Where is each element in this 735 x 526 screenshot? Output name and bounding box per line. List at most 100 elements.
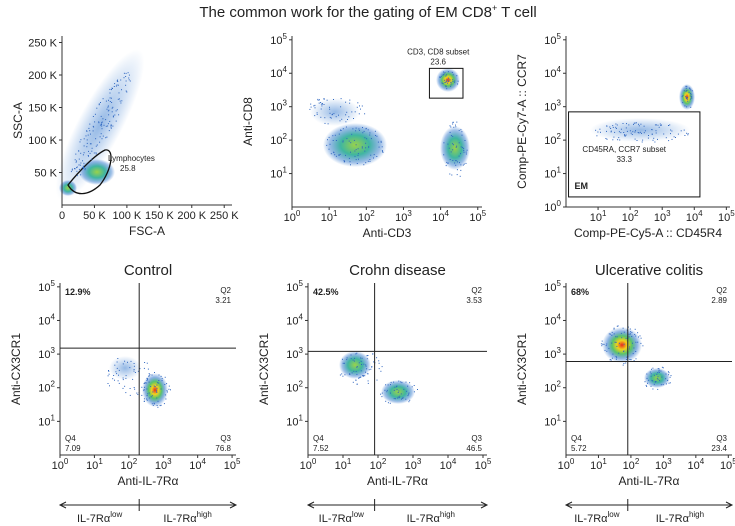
event-dot [338, 154, 340, 156]
event-dot [606, 125, 608, 127]
event-dot [349, 161, 351, 163]
event-dot [633, 123, 634, 125]
event-dot [656, 373, 658, 375]
event-dot [361, 105, 363, 107]
arrow-label: IL-7Rαlow [574, 510, 619, 525]
event-dot [321, 103, 323, 105]
event-dot [342, 375, 344, 377]
event-dot [362, 375, 364, 376]
event-dot [363, 164, 365, 166]
event-dot [144, 382, 146, 384]
event-dot [448, 77, 450, 79]
event-dot [451, 71, 453, 73]
tick-label: 105 [718, 209, 735, 224]
event-dot [95, 153, 97, 155]
event-dot [642, 139, 644, 141]
q2-value: 2.89 [711, 296, 727, 305]
event-dot [616, 124, 618, 126]
tick-label: 104 [432, 209, 449, 224]
event-dot [356, 366, 358, 368]
event-dot [89, 143, 91, 145]
event-dot [149, 397, 151, 399]
event-dot [393, 389, 395, 391]
event-dot [92, 116, 94, 117]
event-dot [454, 80, 456, 82]
event-dot [624, 134, 625, 136]
event-dot [452, 123, 454, 125]
event-dot [611, 331, 613, 333]
event-dot [114, 114, 116, 116]
event-dot [690, 93, 692, 94]
panel-title: Control [124, 262, 172, 279]
event-dot [406, 390, 408, 392]
event-dot [620, 332, 622, 334]
event-dot [466, 149, 468, 151]
event-dot [623, 363, 625, 364]
event-dot [324, 117, 326, 119]
event-dot [342, 128, 344, 130]
event-dot [690, 96, 692, 98]
event-dot [157, 406, 159, 408]
event-dot [456, 145, 458, 147]
event-dot [102, 135, 104, 137]
event-dot [596, 135, 598, 137]
tick-label: 104 [38, 312, 55, 327]
event-dot [78, 150, 80, 152]
event-dot [616, 345, 618, 347]
event-dot [444, 81, 446, 83]
event-dot [620, 132, 622, 134]
event-dot [447, 162, 449, 164]
event-dot [339, 153, 341, 155]
event-dot [112, 106, 114, 108]
event-dot [445, 75, 447, 77]
event-dot [117, 79, 118, 81]
event-dot [76, 166, 78, 168]
event-dot [398, 380, 400, 382]
event-dot [160, 375, 162, 377]
event-dot [447, 82, 449, 84]
event-dot [365, 147, 367, 149]
event-dot [113, 375, 115, 376]
event-dot [686, 90, 688, 91]
event-dot [100, 115, 102, 117]
event-dot [147, 393, 149, 395]
event-dot [351, 372, 353, 374]
event-dot [658, 369, 660, 371]
event-dot [86, 146, 88, 148]
event-dot [360, 370, 362, 372]
event-dot [109, 385, 110, 387]
event-dot [443, 154, 445, 156]
event-dot [357, 153, 359, 155]
event-dot [608, 347, 610, 349]
event-dot [352, 381, 354, 383]
event-dot [85, 135, 87, 137]
event-dot [460, 146, 462, 148]
event-dot [108, 130, 110, 132]
event-dot [440, 76, 442, 78]
event-dot [643, 132, 645, 134]
event-dot [628, 348, 630, 350]
event-dot [681, 96, 683, 98]
event-dot [129, 388, 131, 389]
event-dot [355, 159, 357, 161]
tick-label: 100 [52, 457, 69, 472]
event-dot [455, 146, 457, 148]
event-dot [610, 128, 612, 129]
event-dot [106, 108, 108, 110]
event-dot [310, 103, 312, 105]
event-dot [78, 158, 80, 160]
event-dot [366, 355, 368, 357]
event-dot [633, 347, 635, 349]
event-dot [109, 88, 111, 90]
tick-label: 50 K [83, 210, 106, 222]
event-dot [151, 403, 153, 405]
event-dot [112, 88, 113, 89]
event-dot [358, 158, 359, 160]
event-dot [650, 373, 652, 375]
event-dot [123, 77, 125, 79]
event-dot [170, 389, 171, 391]
event-dot [119, 100, 121, 102]
event-dot [443, 73, 445, 75]
event-dot [450, 81, 452, 83]
